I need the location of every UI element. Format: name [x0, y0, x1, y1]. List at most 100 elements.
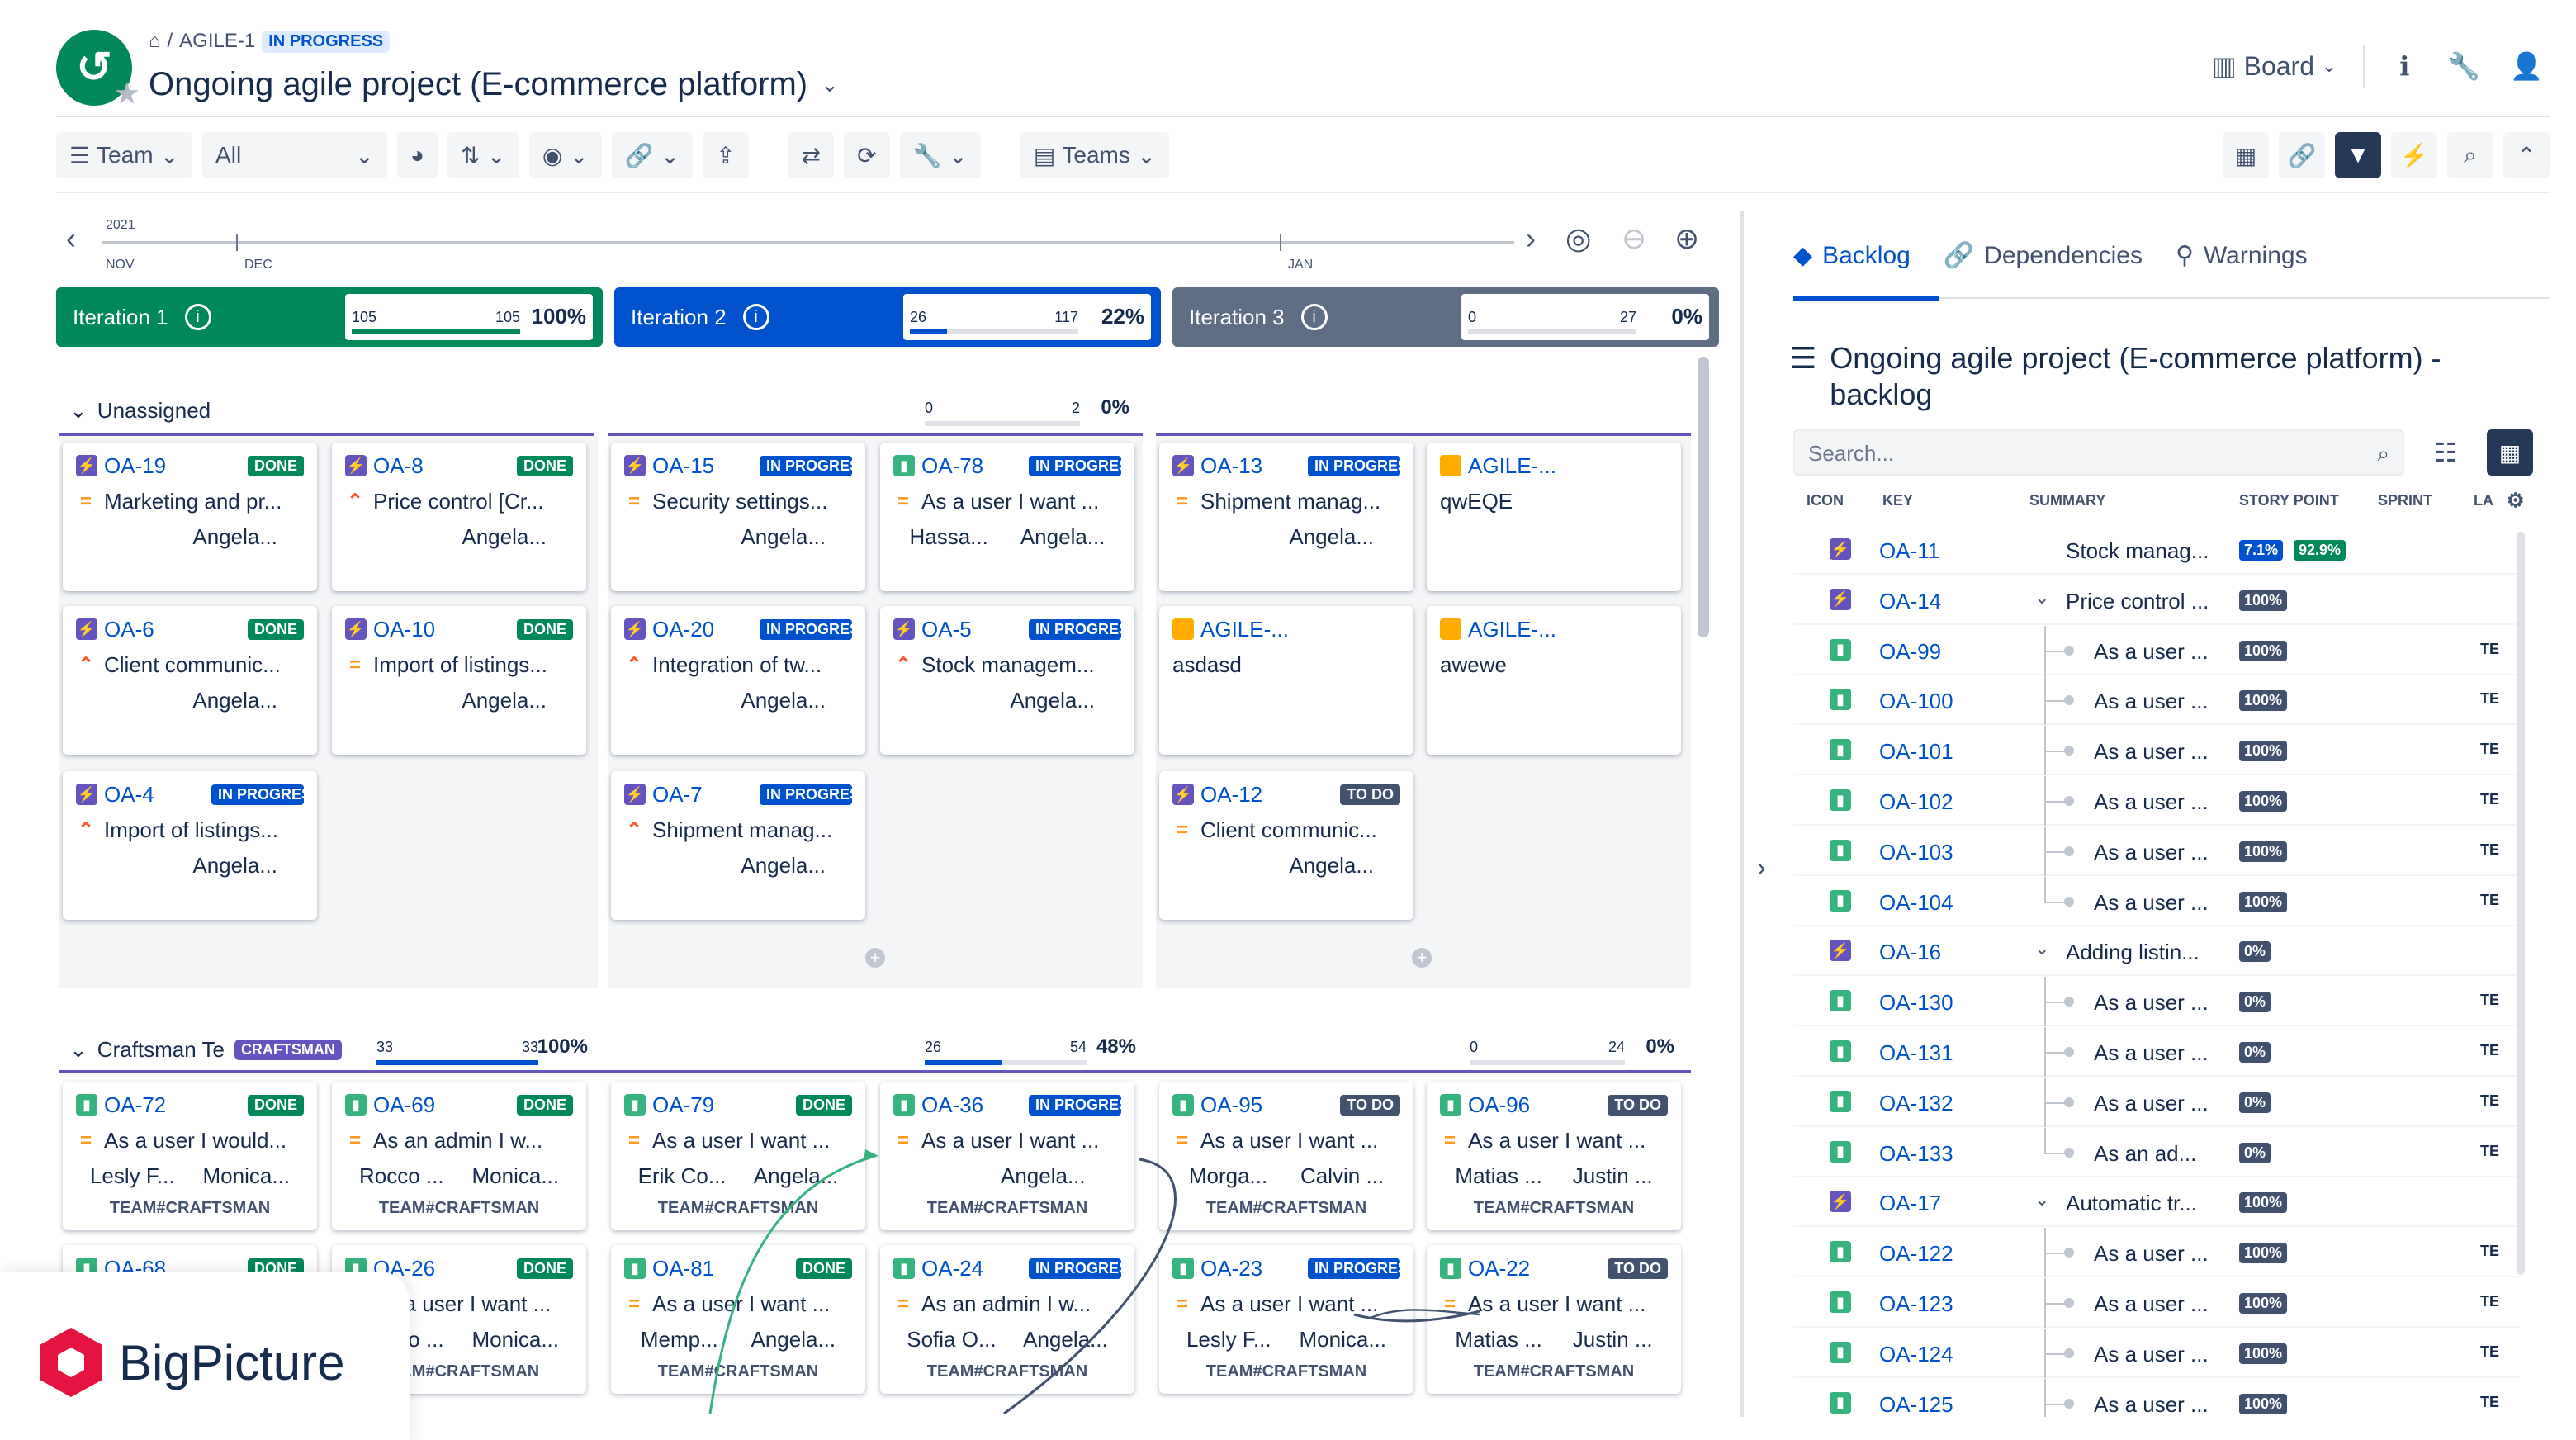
info-icon[interactable]: i [1300, 304, 1328, 330]
target-icon[interactable]: ◎ [1565, 221, 1592, 255]
chevron-down-icon[interactable]: ⌄ [69, 1037, 88, 1062]
chevron-right-icon[interactable]: › [1526, 221, 1536, 255]
issue-key[interactable]: OA-96 [1468, 1092, 1531, 1117]
issue-key[interactable]: OA-72 [104, 1092, 167, 1117]
info-icon[interactable]: i [742, 304, 769, 330]
backlog-row[interactable]: ⚡ OA-11 Stock manag... 7.1% 92.9% [1793, 525, 2520, 575]
chevron-down-icon[interactable]: ⌄ [69, 398, 88, 423]
dependency-button[interactable]: 🔗 [2279, 132, 2325, 178]
refresh-button[interactable]: ⟳ [844, 132, 890, 178]
issue-key[interactable]: OA-15 [652, 452, 715, 478]
panel-divider[interactable] [1740, 211, 1744, 1417]
settings-button[interactable]: 🔧 [2437, 43, 2490, 89]
info-button[interactable]: i [2381, 43, 2427, 89]
issue-key[interactable]: OA-17 [1879, 1191, 1942, 1216]
issue-key[interactable]: OA-131 [1879, 1040, 1953, 1065]
backlog-row[interactable]: ▮ OA-99 As a user ... 100% TE [1793, 625, 2520, 675]
issue-card[interactable]: ⚡ OA-12 TO DO = Client communic... Angela... [1159, 771, 1413, 920]
collapse-button[interactable]: ⌃ [2503, 132, 2550, 178]
issue-card[interactable]: AGILE-... awewe [1427, 606, 1681, 755]
issue-key[interactable]: AGILE-... [1200, 616, 1289, 642]
star-icon[interactable]: ★ [115, 78, 139, 108]
search-button[interactable]: ⌕ [2447, 132, 2493, 178]
issue-card[interactable]: ⚡ OA-6 DONE ⌃ Client communic... Angela... [63, 606, 317, 755]
project-avatar[interactable]: ↺ ★ [56, 30, 139, 108]
issue-key[interactable]: OA-103 [1879, 839, 1953, 864]
issue-key[interactable]: OA-81 [652, 1255, 715, 1281]
issue-card[interactable]: ▮ OA-72 DONE = As a user I would... Lesly F.… [63, 1082, 317, 1230]
home-icon[interactable]: ⌂ [149, 30, 161, 52]
filter-button[interactable]: ▼ [2335, 132, 2381, 178]
backlog-row[interactable]: ▮ OA-100 As a user ... 100% TE [1793, 675, 2520, 726]
backlog-row[interactable]: ▮ OA-131 As a user ... 0% TE [1793, 1027, 2520, 1077]
issue-key[interactable]: AGILE-... [1468, 452, 1556, 478]
backlog-row[interactable]: ▮ OA-132 As a user ... 0% TE [1793, 1077, 2520, 1127]
info-icon[interactable]: i [184, 304, 211, 330]
column-header[interactable]: STORY POINT [2239, 492, 2339, 509]
column-header[interactable]: SUMMARY [2029, 492, 2106, 509]
teams-button[interactable]: ▤ Teams ⌄ [1020, 132, 1170, 178]
issue-key[interactable]: OA-4 [104, 781, 154, 807]
issue-card[interactable]: ▮ OA-22 TO DO = As a user I want ... Matias … [1427, 1245, 1681, 1394]
backlog-row[interactable]: ▮ OA-130 As a user ... 0% TE [1793, 977, 2520, 1027]
issue-key[interactable]: OA-22 [1468, 1255, 1531, 1281]
issue-card[interactable]: ⚡ OA-10 DONE = Import of listings... Angela.… [332, 606, 586, 755]
issue-card[interactable]: ▮ OA-24 IN PROGRESS = As an admin I w... Sof… [880, 1245, 1134, 1394]
backlog-row[interactable]: ▮ OA-104 As a user ... 100% TE [1793, 876, 2520, 926]
backlog-row[interactable]: ▮ OA-103 As a user ... 100% TE [1793, 826, 2520, 876]
column-header[interactable]: LA [2474, 492, 2493, 509]
calendar-view-button[interactable]: ▦ [2487, 429, 2533, 476]
issue-card[interactable]: ⚡ OA-15 IN PROGRESS = Security settings... A… [611, 443, 865, 591]
issue-key[interactable]: OA-20 [652, 616, 715, 642]
timeline[interactable]: ‹ 2021 NOV DEC JAN › ◎ ⊖ ⊕ [56, 211, 1724, 277]
export-button[interactable]: ⇪ [703, 132, 749, 178]
view-button[interactable]: ◉ ⌄ [528, 132, 602, 178]
quick-action-button[interactable]: ⚡ [2391, 132, 2437, 178]
issue-card[interactable]: ▮ OA-36 IN PROGRESS = As a user I want ... A… [880, 1082, 1134, 1230]
chevron-left-icon[interactable]: ‹ [66, 221, 76, 255]
chart-button[interactable]: ◕ [397, 132, 438, 178]
issue-key[interactable]: OA-7 [652, 781, 703, 807]
chevron-down-icon[interactable]: ⌄ [2034, 938, 2050, 959]
chevron-right-icon[interactable]: › [1757, 852, 1766, 882]
chevron-down-icon[interactable]: ⌄ [821, 72, 839, 97]
issue-card[interactable]: ▮ OA-69 DONE = As an admin I w... Rocco ... M… [332, 1082, 586, 1230]
issue-key[interactable]: OA-16 [1879, 940, 1942, 965]
issue-key[interactable]: OA-102 [1879, 789, 1953, 814]
user-button[interactable]: 👤 [2500, 43, 2553, 89]
issue-card[interactable]: ⚡ OA-13 IN PROGRESS = Shipment manag... Ange… [1159, 443, 1413, 591]
issue-key[interactable]: OA-36 [921, 1092, 984, 1117]
issue-key[interactable]: OA-125 [1879, 1391, 1953, 1417]
issue-card[interactable]: AGILE-... qwEQE [1427, 443, 1681, 591]
issue-key[interactable]: OA-13 [1200, 452, 1263, 478]
calendar-button[interactable]: ▦ [2223, 132, 2269, 178]
issue-key[interactable]: OA-133 [1879, 1140, 1953, 1166]
issue-key[interactable]: OA-132 [1879, 1090, 1953, 1116]
backlog-row[interactable]: ▮ OA-124 As a user ... 100% TE [1793, 1328, 2520, 1378]
issue-key[interactable]: OA-69 [373, 1092, 436, 1117]
backlog-search-input[interactable]: Search... ⌕ [1793, 429, 2404, 476]
iteration-header[interactable]: Iteration 2 i 26 117 22% [614, 287, 1161, 347]
issue-card[interactable]: ⚡ OA-5 IN PROGRESS ⌃ Stock managem... Angela… [880, 606, 1134, 755]
breadcrumb-key[interactable]: AGILE-1 [179, 30, 256, 52]
issue-key[interactable]: OA-10 [373, 616, 436, 642]
backlog-row[interactable]: ▮ OA-133 As an ad... 0% TE [1793, 1127, 2520, 1177]
issue-card[interactable]: ▮ OA-79 DONE = As a user I want ... Erik Co.… [611, 1082, 865, 1230]
issue-card[interactable]: ⚡ OA-20 IN PROGRESS ⌃ Integration of tw... A… [611, 606, 865, 755]
lane-craftsman-header[interactable]: ⌄ Craftsman Te CRAFTSMAN [69, 1037, 342, 1063]
page-title[interactable]: Ongoing agile project (E-commerce platfo… [149, 66, 839, 103]
lane-unassigned-header[interactable]: ⌄ Unassigned [69, 398, 211, 424]
issue-key[interactable]: OA-78 [921, 452, 984, 478]
issue-card[interactable]: ⚡ OA-8 DONE ⌃ Price control [Cr... Angela... [332, 443, 586, 591]
issue-key[interactable]: OA-11 [1879, 538, 1940, 563]
issue-key[interactable]: OA-123 [1879, 1291, 1953, 1316]
issue-card[interactable]: ⚡ OA-19 DONE = Marketing and pr... Angela... [63, 443, 317, 591]
issue-card[interactable]: ▮ OA-78 IN PROGRESS = As a user I want ... H… [880, 443, 1134, 591]
iteration-header[interactable]: Iteration 3 i 0 27 0% [1172, 287, 1719, 347]
column-header[interactable]: ICON [1807, 492, 1844, 509]
issue-key[interactable]: OA-101 [1879, 739, 1953, 765]
issue-key[interactable]: OA-124 [1879, 1341, 1953, 1367]
column-header[interactable]: SPRINT [2378, 492, 2433, 509]
sort-button[interactable]: ⇅ ⌄ [447, 132, 519, 178]
zoom-out-icon[interactable]: ⊖ [1622, 221, 1647, 255]
